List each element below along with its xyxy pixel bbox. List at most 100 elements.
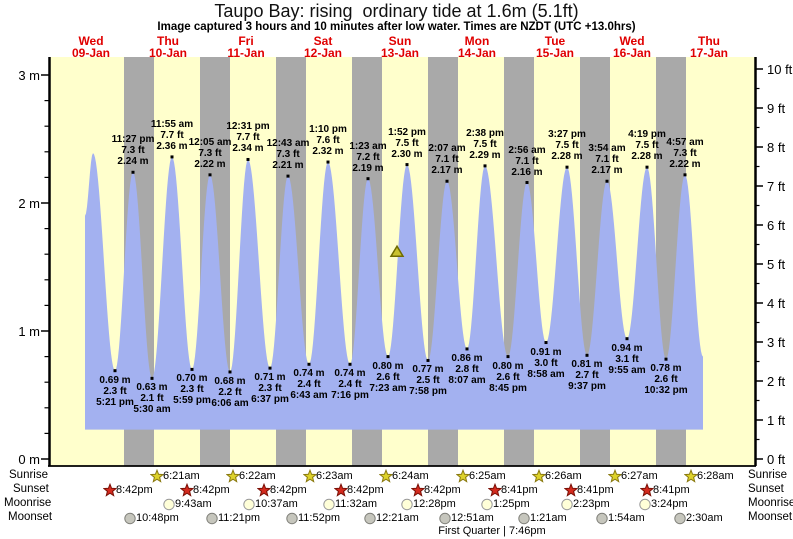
tide-label-line: 6:43 am (290, 390, 328, 402)
tide-label-line: 7.6 ft (316, 135, 340, 147)
low-tide-dot (190, 367, 194, 371)
moonset-row-label-right: Moonset (748, 511, 793, 523)
tide-label-line: 2.6 ft (376, 371, 400, 383)
tide-label-line: 2.32 m (312, 146, 344, 158)
tide-label-line: 6:06 am (211, 397, 249, 409)
day-label-line: Wed (78, 34, 104, 48)
tide-label-line: 2:38 pm (466, 127, 504, 139)
tide-label-line: 2.7 ft (575, 370, 599, 382)
moonset-time: 2:30am (686, 512, 723, 524)
tide-label-line: 12:05 am (188, 136, 232, 148)
tide-label-line: 1:23 am (349, 140, 387, 152)
high-tide-label: 2:07 am 7.1 ft 2.17 m (411, 143, 483, 176)
tide-label-line: 2.4 ft (338, 379, 362, 391)
tide-label-line: 2.5 ft (416, 375, 440, 387)
tide-label-line: 3.0 ft (534, 357, 558, 369)
low-tide-label: 0.78 m 2.6 ft 10:32 pm (630, 363, 702, 396)
right-axis-label: 5 ft (767, 257, 786, 272)
low-tide-label: 0.70 m 2.3 ft 5:59 pm (156, 373, 228, 406)
moonset-icon (363, 511, 377, 525)
day-label: Thu 10-Jan (130, 35, 206, 59)
low-tide-label: 0.80 m 2.6 ft 8:45 pm (472, 361, 544, 394)
low-tide-dot (113, 369, 117, 373)
page-title: Taupo Bay: rising ordinary tide at 1.6m … (214, 1, 579, 21)
tide-label-line: 10:32 pm (644, 385, 688, 397)
tide-label-line: 2.6 ft (654, 374, 678, 386)
tide-label-line: 2.16 m (511, 166, 543, 178)
tide-label-line: 2.1 ft (140, 393, 164, 405)
day-label: Wed 09-Jan (53, 35, 129, 59)
tide-label-line: 2.28 m (551, 151, 583, 163)
day-label-line: 17-Jan (689, 46, 729, 60)
low-tide-dot (465, 347, 469, 351)
tide-label-line: 7.1 ft (435, 154, 459, 166)
high-tide-dot (208, 173, 212, 177)
tide-label-line: 3:54 am (588, 143, 626, 155)
sunrise-time: 6:23am (316, 470, 353, 482)
right-axis-label: 9 ft (767, 101, 786, 116)
tide-label-line: 4:57 am (666, 136, 704, 148)
sunrise-time: 6:21am (163, 470, 200, 482)
sunrise-icon (225, 468, 241, 483)
tide-label-line: 7.5 ft (395, 137, 419, 149)
tide-label-line: 9:55 am (608, 364, 646, 376)
current-level-marker (389, 244, 405, 257)
low-tide-label: 0.77 m 2.5 ft 7:58 pm (392, 364, 464, 397)
tide-label-line: 0.63 m (136, 382, 168, 394)
low-tide-label: 0.74 m 2.4 ft 7:16 pm (314, 368, 386, 401)
tide-label-line: 0.74 m (334, 368, 366, 380)
moonset-time: 1:21am (530, 512, 567, 524)
high-tide-dot (246, 157, 250, 161)
sunrise-icon (302, 468, 318, 483)
moonset-icon (285, 511, 299, 525)
right-axis-label: 0 ft (767, 452, 786, 467)
sunset-icon (333, 482, 349, 497)
day-label: Thu 17-Jan (671, 35, 747, 59)
sunrise-time: 6:27am (621, 470, 658, 482)
high-tide-dot (170, 155, 174, 159)
high-tide-dot (326, 160, 330, 164)
moonset-icon (123, 511, 137, 525)
tide-label-line: 11:27 pm (111, 134, 155, 146)
high-tide-label: 11:27 pm 7.3 ft 2.24 m (97, 134, 169, 167)
tide-label-line: 7:16 pm (331, 390, 369, 402)
high-tide-dot (286, 174, 290, 178)
sunset-time: 8:42pm (116, 484, 153, 496)
tide-label-line: 2.4 ft (297, 379, 321, 391)
sunrise-icon (683, 468, 699, 483)
day-label: Mon 14-Jan (439, 35, 515, 59)
day-label-line: Wed (619, 34, 645, 48)
low-tide-dot (268, 366, 272, 370)
high-tide-label: 12:31 pm 7.7 ft 2.34 m (212, 121, 284, 154)
sunrise-icon (531, 468, 547, 483)
low-tide-dot (506, 355, 510, 359)
right-axis-label: 3 ft (767, 335, 786, 350)
day-label-line: Sun (388, 34, 412, 48)
high-tide-dot (605, 179, 609, 183)
sunset-time: 8:41pm (501, 484, 538, 496)
right-axis-label: 8 ft (767, 140, 786, 155)
sunrise-time: 6:22am (239, 470, 276, 482)
day-label: Sun 13-Jan (362, 35, 438, 59)
tide-label-line: 2.17 m (591, 165, 623, 177)
day-label: Tue 15-Jan (517, 35, 593, 59)
moonrise-icon (322, 497, 336, 511)
tide-label-line: 7.3 ft (121, 145, 145, 157)
tide-label-line: 7:23 am (369, 382, 407, 394)
tide-label-line: 6:37 pm (251, 394, 289, 406)
tide-label-line: 12:31 pm (226, 121, 270, 133)
high-tide-dot (405, 163, 409, 167)
day-label-line: Mon (464, 34, 490, 48)
high-tide-label: 12:43 am 7.3 ft 2.21 m (252, 138, 324, 171)
tide-label-line: 0.78 m (650, 363, 682, 375)
tide-label-line: 2.28 m (631, 151, 663, 163)
tide-label-line: 2.30 m (391, 148, 423, 160)
day-label-line: 11-Jan (227, 46, 265, 60)
sunrise-time: 6:25am (469, 470, 506, 482)
tide-label-line: 2.24 m (117, 156, 149, 168)
tide-label-line: 2.22 m (194, 158, 226, 170)
tide-label-line: 5:30 am (133, 404, 171, 416)
moonset-icon (595, 511, 609, 525)
tide-label-line: 0.86 m (451, 352, 483, 364)
moonset-icon (517, 511, 531, 525)
